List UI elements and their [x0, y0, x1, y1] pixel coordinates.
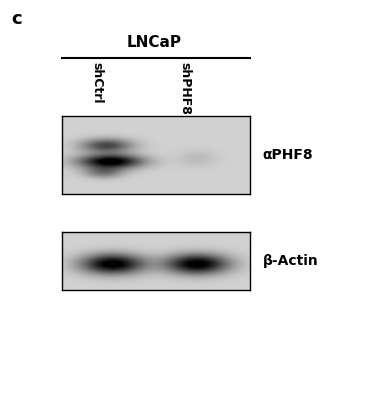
Text: shPHF8: shPHF8	[179, 62, 192, 115]
Text: αPHF8: αPHF8	[262, 148, 313, 162]
Text: c: c	[11, 10, 22, 28]
Text: β-Actin: β-Actin	[262, 254, 318, 268]
Text: LNCaP: LNCaP	[127, 35, 182, 50]
Text: shCtrl: shCtrl	[91, 62, 104, 104]
